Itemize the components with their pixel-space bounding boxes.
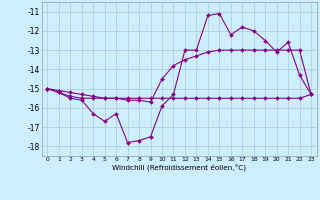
X-axis label: Windchill (Refroidissement éolien,°C): Windchill (Refroidissement éolien,°C)	[112, 164, 246, 171]
